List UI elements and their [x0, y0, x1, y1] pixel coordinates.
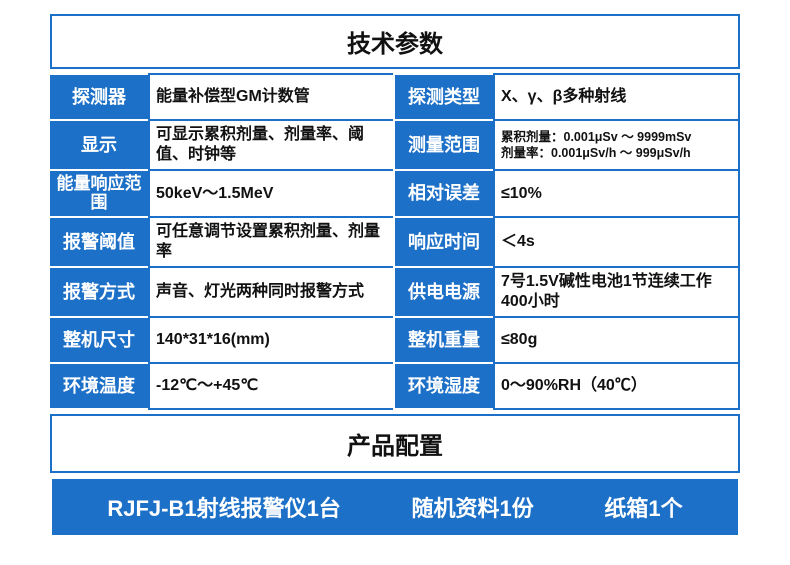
spec-value: 能量补偿型GM计数管 — [148, 73, 395, 121]
spec-label: 整机尺寸 — [48, 316, 150, 364]
spec-label: 显示 — [48, 119, 150, 171]
spec-value: 声音、灯光两种同时报警方式 — [148, 266, 395, 318]
spec-value: 0～90%RH（40℃） — [493, 362, 740, 410]
spec-label: 环境湿度 — [393, 362, 495, 410]
spec-label: 响应时间 — [393, 216, 495, 268]
spec-value: ≤10% — [493, 169, 740, 218]
spec-label: 探测类型 — [393, 73, 495, 121]
spec-value: 可任意调节设置累积剂量、剂量率 — [148, 216, 395, 268]
config-item: RJFJ-B1射线报警仪1台 — [107, 491, 340, 523]
spec-label: 能量响应范围 — [48, 169, 150, 218]
spec-label: 测量范围 — [393, 119, 495, 171]
spec-value: 7号1.5V碱性电池1节连续工作400小时 — [493, 266, 740, 318]
spec-label: 报警方式 — [48, 266, 150, 318]
main-title: 技术参数 — [50, 14, 740, 69]
spec-table: 探测器能量补偿型GM计数管探测类型X、γ、β多种射线显示可显示累积剂量、剂量率、… — [50, 75, 740, 410]
config-item: 随机资料1份 — [411, 491, 533, 523]
spec-label: 供电电源 — [393, 266, 495, 318]
config-item: 纸箱1个 — [604, 491, 682, 523]
spec-value: ＜4s — [493, 216, 740, 268]
spec-label: 整机重量 — [393, 316, 495, 364]
spec-value: X、γ、β多种射线 — [493, 73, 740, 121]
config-title: 产品配置 — [50, 414, 740, 473]
spec-label: 探测器 — [48, 73, 150, 121]
spec-value: 50keV～1.5MeV — [148, 169, 395, 218]
spec-value: -12℃～+45℃ — [148, 362, 395, 410]
spec-value: 可显示累积剂量、剂量率、阈值、时钟等 — [148, 119, 395, 171]
config-row: RJFJ-B1射线报警仪1台 随机资料1份 纸箱1个 — [50, 477, 740, 537]
spec-label: 报警阈值 — [48, 216, 150, 268]
spec-sheet: 技术参数 探测器能量补偿型GM计数管探测类型X、γ、β多种射线显示可显示累积剂量… — [50, 14, 740, 537]
spec-value: 累积剂量：0.001μSv ～ 9999mSv 剂量率：0.001μSv/h ～… — [493, 119, 740, 171]
spec-value: ≤80g — [493, 316, 740, 364]
spec-value: 140*31*16(mm) — [148, 316, 395, 364]
spec-label: 相对误差 — [393, 169, 495, 218]
spec-label: 环境温度 — [48, 362, 150, 410]
